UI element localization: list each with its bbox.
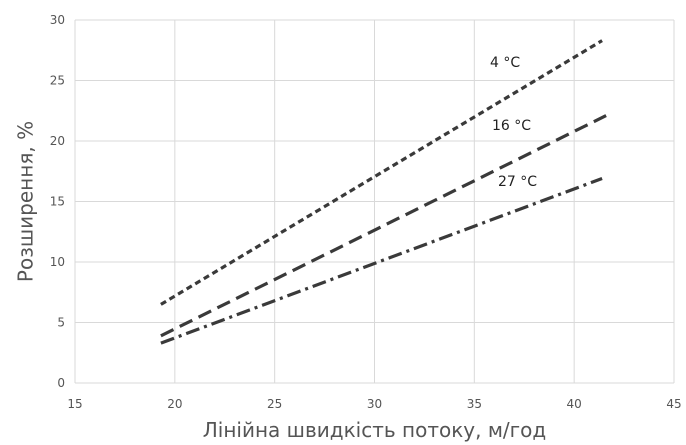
x-tick-label: 15 [67,397,82,411]
series-label-1: 16 °C [492,118,531,134]
x-tick-label: 25 [267,397,282,411]
y-tick-label: 30 [50,13,65,27]
series-line-0 [160,39,603,306]
x-axis-title: Лінійна швидкість потоку, м/год [203,418,547,442]
series-line-2 [160,177,603,345]
grid [74,19,675,384]
x-tick-label: 30 [367,397,382,411]
series-line-1 [160,114,607,338]
y-tick-label: 0 [57,376,65,390]
x-tick-label: 20 [167,397,182,411]
x-tick-label: 35 [467,397,482,411]
x-tick-label: 40 [567,397,582,411]
y-axis-title: Розширення, % [14,121,38,282]
y-tick-label: 20 [50,134,65,148]
series-label-2: 27 °C [498,174,537,190]
y-tick-label: 5 [57,316,65,330]
x-tick-label: 45 [666,397,681,411]
series-label-0: 4 °C [490,55,520,71]
y-tick-label: 15 [50,195,65,209]
tick-labels: 15 20 25 30 35 40 45 0 5 10 15 20 25 30 [50,13,682,411]
series-labels: 4 °C 16 °C 27 °C [490,55,537,190]
series-lines [160,39,607,345]
y-tick-label: 10 [50,255,65,269]
y-tick-label: 25 [50,74,65,88]
